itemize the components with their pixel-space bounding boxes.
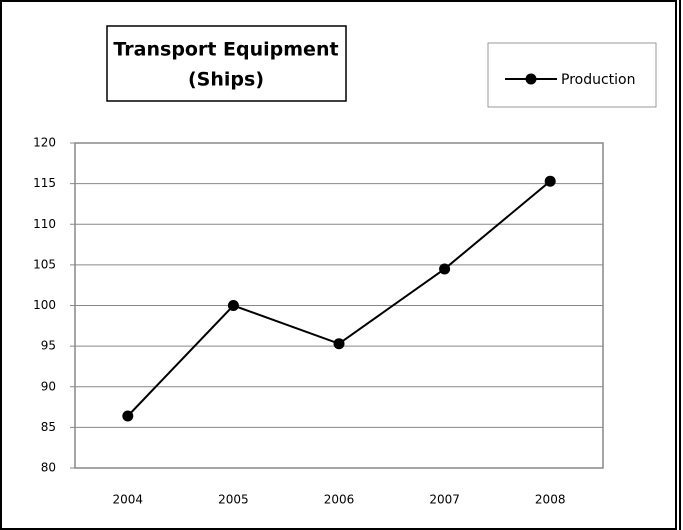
y-tick-label: 110 — [33, 217, 56, 231]
legend-box — [487, 42, 657, 108]
title-box — [106, 25, 347, 102]
y-tick-label: 80 — [41, 461, 56, 475]
data-point — [439, 263, 451, 275]
x-tick-label: 2006 — [324, 493, 355, 507]
y-tick-label: 90 — [41, 379, 56, 393]
y-tick-label: 115 — [33, 176, 56, 190]
data-point — [544, 175, 556, 187]
data-point — [122, 410, 134, 422]
chart-title: (Ships) — [188, 69, 264, 91]
x-tick-label: 2008 — [535, 493, 566, 507]
y-tick-label: 105 — [33, 257, 56, 271]
data-point — [333, 338, 345, 350]
chart-title: Transport Equipment — [113, 39, 338, 61]
y-tick-label: 85 — [41, 420, 56, 434]
y-tick-label: 120 — [33, 136, 56, 150]
legend-label: Production — [561, 72, 635, 88]
x-tick-label: 2004 — [113, 493, 144, 507]
data-point — [227, 300, 239, 311]
y-tick-label: 95 — [41, 339, 56, 353]
legend-marker — [525, 73, 537, 85]
x-tick-label: 2007 — [429, 493, 460, 507]
x-tick-label: 2005 — [218, 493, 249, 507]
y-tick-label: 100 — [33, 298, 56, 312]
